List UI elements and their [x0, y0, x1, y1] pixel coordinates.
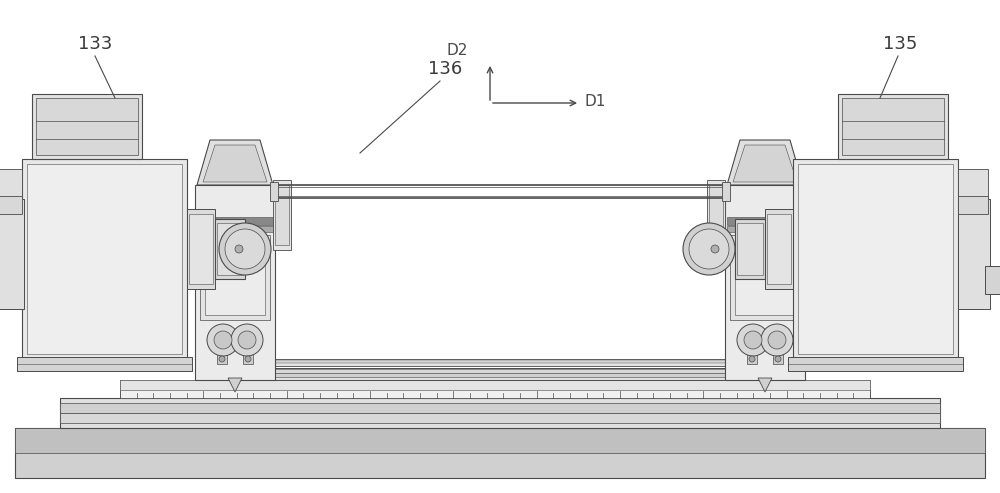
Bar	[32, 94, 142, 159]
Bar	[60, 403, 940, 413]
Bar	[120, 380, 870, 390]
Bar	[730, 235, 800, 320]
Bar	[215, 219, 245, 279]
Bar	[22, 159, 187, 359]
Bar	[773, 354, 783, 364]
Bar	[197, 226, 273, 232]
Bar	[200, 359, 800, 366]
Bar	[985, 266, 1000, 294]
Bar	[958, 196, 988, 214]
Bar	[15, 428, 985, 478]
Bar	[798, 164, 953, 354]
Bar	[765, 209, 793, 289]
Bar	[243, 354, 253, 364]
Circle shape	[207, 324, 239, 356]
Bar	[0, 169, 22, 199]
Bar	[27, 164, 182, 354]
Bar	[767, 214, 791, 284]
Bar	[15, 428, 985, 453]
Bar	[838, 94, 948, 159]
Polygon shape	[733, 145, 797, 182]
Circle shape	[219, 356, 225, 362]
Polygon shape	[203, 145, 267, 182]
Bar	[60, 413, 940, 423]
Circle shape	[737, 324, 769, 356]
Bar	[709, 185, 723, 245]
Bar	[735, 219, 765, 279]
Bar	[0, 196, 22, 214]
Bar	[200, 360, 800, 363]
Bar	[727, 217, 803, 225]
Bar	[722, 182, 730, 201]
Bar	[727, 226, 803, 232]
Bar	[725, 185, 805, 380]
Bar	[0, 199, 24, 309]
Bar	[788, 357, 963, 371]
Bar	[273, 180, 291, 250]
Bar	[197, 217, 273, 225]
Text: D1: D1	[585, 94, 606, 108]
Text: 136: 136	[428, 60, 462, 78]
Bar	[217, 223, 243, 275]
Text: D2: D2	[447, 43, 468, 58]
Text: 135: 135	[883, 35, 917, 53]
Bar	[217, 354, 227, 364]
Circle shape	[744, 331, 762, 349]
Circle shape	[689, 229, 729, 269]
Bar	[842, 98, 944, 155]
Circle shape	[235, 245, 243, 253]
Bar	[36, 98, 138, 155]
Bar	[200, 373, 800, 377]
Bar	[958, 169, 988, 199]
Circle shape	[214, 331, 232, 349]
Bar	[275, 185, 289, 245]
Circle shape	[768, 331, 786, 349]
Circle shape	[245, 356, 251, 362]
Bar	[958, 199, 990, 309]
Bar	[120, 380, 870, 398]
Circle shape	[749, 356, 755, 362]
Bar	[60, 398, 940, 428]
Circle shape	[225, 229, 265, 269]
Circle shape	[231, 324, 263, 356]
Bar	[195, 185, 275, 380]
Circle shape	[219, 223, 271, 275]
Circle shape	[775, 356, 781, 362]
Bar	[270, 182, 278, 201]
Bar	[737, 223, 763, 275]
Bar	[200, 235, 270, 320]
Bar	[187, 209, 215, 289]
Bar	[205, 240, 265, 315]
Circle shape	[711, 245, 719, 253]
Polygon shape	[197, 140, 273, 185]
Bar	[707, 180, 725, 250]
Bar	[735, 240, 795, 315]
Polygon shape	[727, 140, 803, 185]
Polygon shape	[228, 378, 242, 392]
Circle shape	[683, 223, 735, 275]
Bar	[200, 368, 800, 380]
Bar	[747, 354, 757, 364]
Circle shape	[761, 324, 793, 356]
Text: 133: 133	[78, 35, 112, 53]
Circle shape	[238, 331, 256, 349]
Bar	[793, 159, 958, 359]
Bar	[189, 214, 213, 284]
Bar	[17, 357, 192, 371]
Polygon shape	[758, 378, 772, 392]
Bar	[200, 369, 800, 373]
